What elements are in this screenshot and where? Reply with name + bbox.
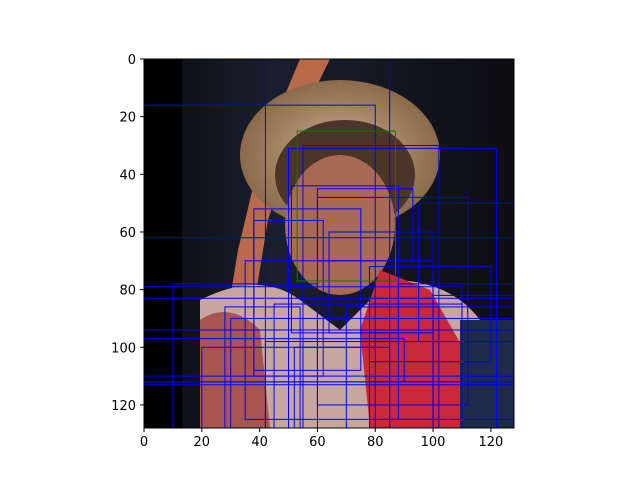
- y-tick-label: 40: [119, 168, 136, 183]
- green-bounding-box: [296, 130, 396, 282]
- y-tick-label: 20: [119, 111, 136, 126]
- y-tick-label: 100: [111, 341, 136, 356]
- photo-image: [144, 59, 514, 428]
- blue-bounding-box: [389, 59, 514, 428]
- blue-bounding-box: [273, 303, 463, 428]
- x-tick-label: 20: [194, 435, 211, 450]
- x-tick-label: 40: [251, 435, 268, 450]
- blue-bounding-box: [253, 219, 324, 377]
- y-tick-label: 120: [111, 399, 136, 414]
- blue-bounding-box: [293, 346, 370, 428]
- x-tick-label: 60: [309, 435, 326, 450]
- blue-bounding-box: [288, 147, 498, 428]
- x-tick-label: 120: [478, 435, 503, 450]
- x-tick-label: 80: [367, 435, 384, 450]
- x-tick-label: 0: [140, 435, 148, 450]
- blue-bounding-box: [264, 341, 514, 428]
- blue-bounding-box: [397, 283, 514, 420]
- bounding-boxes: [144, 59, 514, 428]
- blue-bounding-box: [230, 317, 514, 428]
- blue-bounding-box: [316, 188, 414, 262]
- y-tick-label: 60: [119, 226, 136, 241]
- x-axis: 0 20 40 60 80 100 120: [140, 428, 503, 450]
- blue-bounding-box: [224, 306, 301, 428]
- blue-bounding-box: [264, 59, 514, 428]
- blue-bounding-box: [432, 294, 514, 428]
- blue-bounding-box: [144, 338, 405, 383]
- blue-bounding-box: [345, 306, 514, 428]
- x-tick-label: 100: [421, 435, 446, 450]
- y-tick-label: 80: [119, 284, 136, 299]
- blue-bounding-box: [368, 266, 492, 363]
- y-tick-label: 0: [128, 53, 136, 68]
- blue-bounding-box: [172, 283, 318, 428]
- axes-frame: [143, 58, 515, 429]
- y-axis: 0 20 40 60 80 100 120: [111, 53, 144, 414]
